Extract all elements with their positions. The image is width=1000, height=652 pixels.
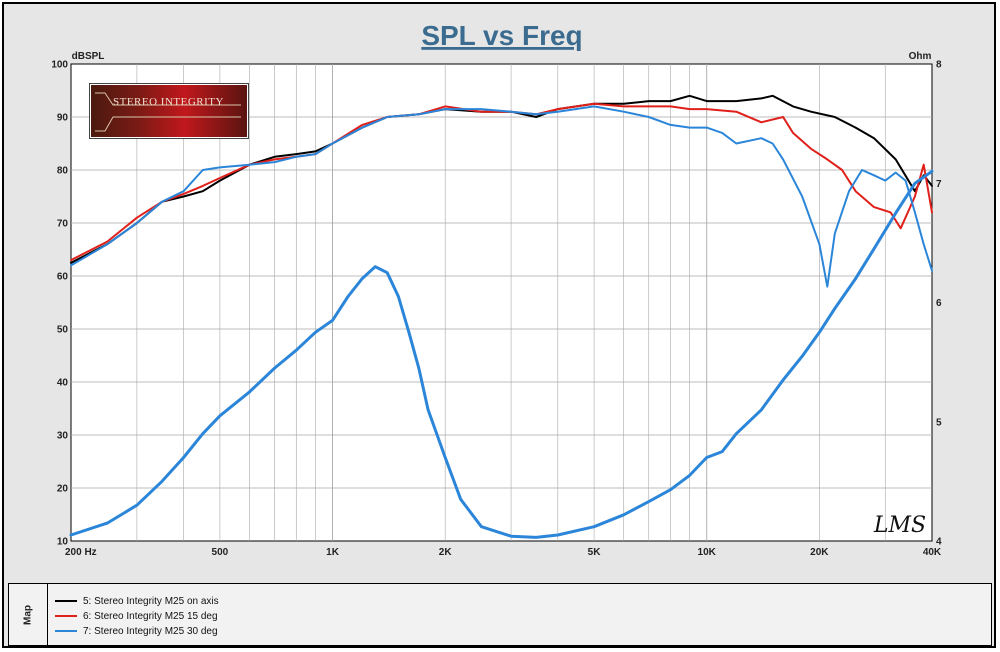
y2-tick-label: 5 <box>936 417 942 428</box>
spl-chart: SPL vs Freq 10 20 30 40 50 60 70 80 90 100 4 5 6 7 8 20… <box>51 20 942 559</box>
x-tick-label: 500 <box>212 547 229 558</box>
series-line-3 <box>69 169 934 539</box>
legend-entry-30-deg: 7: Stereo Integrity M25 30 deg <box>55 624 218 638</box>
y-tick-label: 100 <box>51 60 68 71</box>
series-lines <box>69 94 934 539</box>
axis-ticks: 10 20 30 40 50 60 70 80 90 100 4 5 6 7 8 200 Hz 500 1K 2K 5… <box>51 60 942 559</box>
y-axis-label: dBSPL <box>72 51 105 62</box>
logo-text: STEREO INTEGRITY <box>113 96 224 108</box>
legend-entry-on-axis: 5: Stereo Integrity M25 on axis <box>55 594 219 608</box>
y-tick-label: 80 <box>57 166 69 177</box>
y2-tick-label: 6 <box>936 298 942 309</box>
legend-swatch <box>55 630 77 632</box>
y2-tick-label: 4 <box>936 537 942 548</box>
x-tick-label: 2K <box>439 547 453 558</box>
map-label: Map <box>22 604 34 625</box>
map-label-column: Map <box>9 584 48 645</box>
series-line-2 <box>70 105 933 288</box>
x-tick-label: 5K <box>588 547 602 558</box>
legend-label: 5: Stereo Integrity M25 on axis <box>83 595 219 607</box>
x-tick-label: 20K <box>810 547 829 558</box>
y-tick-label: 60 <box>57 272 69 283</box>
legend-label: 6: Stereo Integrity M25 15 deg <box>83 610 218 622</box>
y-tick-label: 70 <box>57 219 69 230</box>
y-tick-label: 50 <box>57 325 69 336</box>
y-tick-label: 10 <box>57 537 69 548</box>
x-tick-label: 10K <box>698 547 717 558</box>
y-tick-label: 20 <box>57 484 69 495</box>
lms-watermark: LMS <box>873 513 926 538</box>
legend-map: Map 5: Stereo Integrity M25 on axis 6: S… <box>8 583 992 646</box>
legend-label: 7: Stereo Integrity M25 30 deg <box>83 625 218 637</box>
y-tick-label: 40 <box>57 378 69 389</box>
y2-tick-label: 8 <box>936 60 942 71</box>
y-tick-label: 30 <box>57 431 69 442</box>
plot-area <box>70 63 933 542</box>
legend-entry-15-deg: 6: Stereo Integrity M25 15 deg <box>55 609 218 623</box>
x-tick-label: 1K <box>326 547 340 558</box>
x-tick-label: 40K <box>923 547 942 558</box>
series-line-1 <box>70 102 933 262</box>
y2-tick-label: 7 <box>936 179 942 190</box>
y2-axis-label: Ohm <box>909 51 932 62</box>
y-tick-label: 90 <box>57 113 69 124</box>
chart-title: SPL vs Freq <box>421 20 582 51</box>
stereo-integrity-logo: STEREO INTEGRITY <box>90 84 248 138</box>
legend-swatch <box>55 615 77 617</box>
legend-swatch <box>55 600 77 602</box>
x-tick-label: 200 Hz <box>65 547 97 558</box>
